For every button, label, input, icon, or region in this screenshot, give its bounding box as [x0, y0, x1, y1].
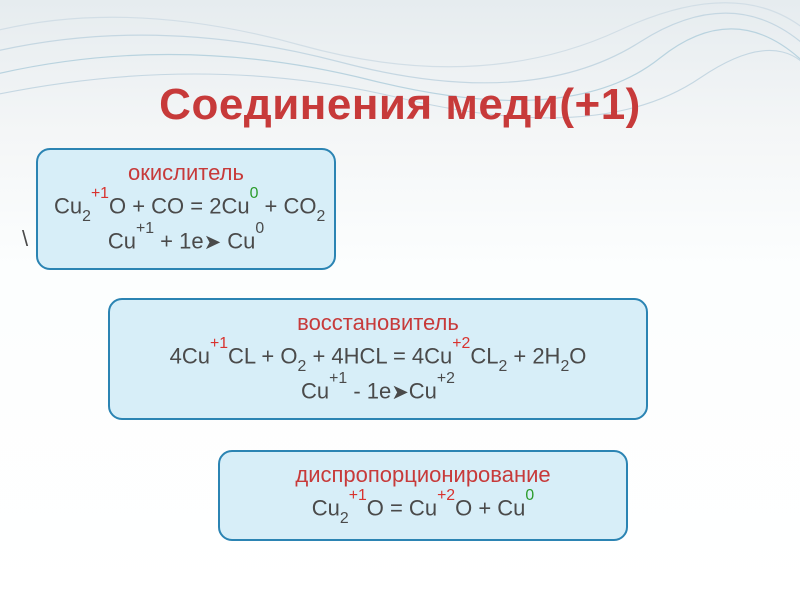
oxidizer-equation-1: Cu2+1O + CO = 2Cu0 + CO2 [54, 190, 318, 225]
reducer-box: восстановитель 4Cu+1CL + O2 + 4HCL = 4Cu… [108, 298, 648, 420]
reducer-equation-2: Cu+1 - 1e➤Cu+2 [126, 375, 630, 407]
stray-backslash: \ [22, 226, 28, 252]
oxidizer-box: окислитель Cu2+1O + CO = 2Cu0 + CO2 Cu+1… [36, 148, 336, 270]
disproportionation-label: диспропорционирование [236, 460, 610, 490]
reducer-label: восстановитель [126, 308, 630, 338]
oxidizer-equation-2: Cu+1 + 1e➤ Cu0 [54, 225, 318, 257]
slide-title: Соединения меди(+1) [0, 0, 800, 130]
arrow-icon: ➤ [391, 379, 409, 407]
disproportionation-box: диспропорционирование Cu2+1O = Cu+2O + C… [218, 450, 628, 541]
arrow-icon: ➤ [204, 229, 222, 257]
reducer-equation-1: 4Cu+1CL + O2 + 4HCL = 4Cu+2CL2 + 2H2O [126, 340, 630, 375]
oxidizer-label: окислитель [54, 158, 318, 188]
disproportionation-equation: Cu2+1O = Cu+2O + Cu0 [236, 492, 610, 527]
